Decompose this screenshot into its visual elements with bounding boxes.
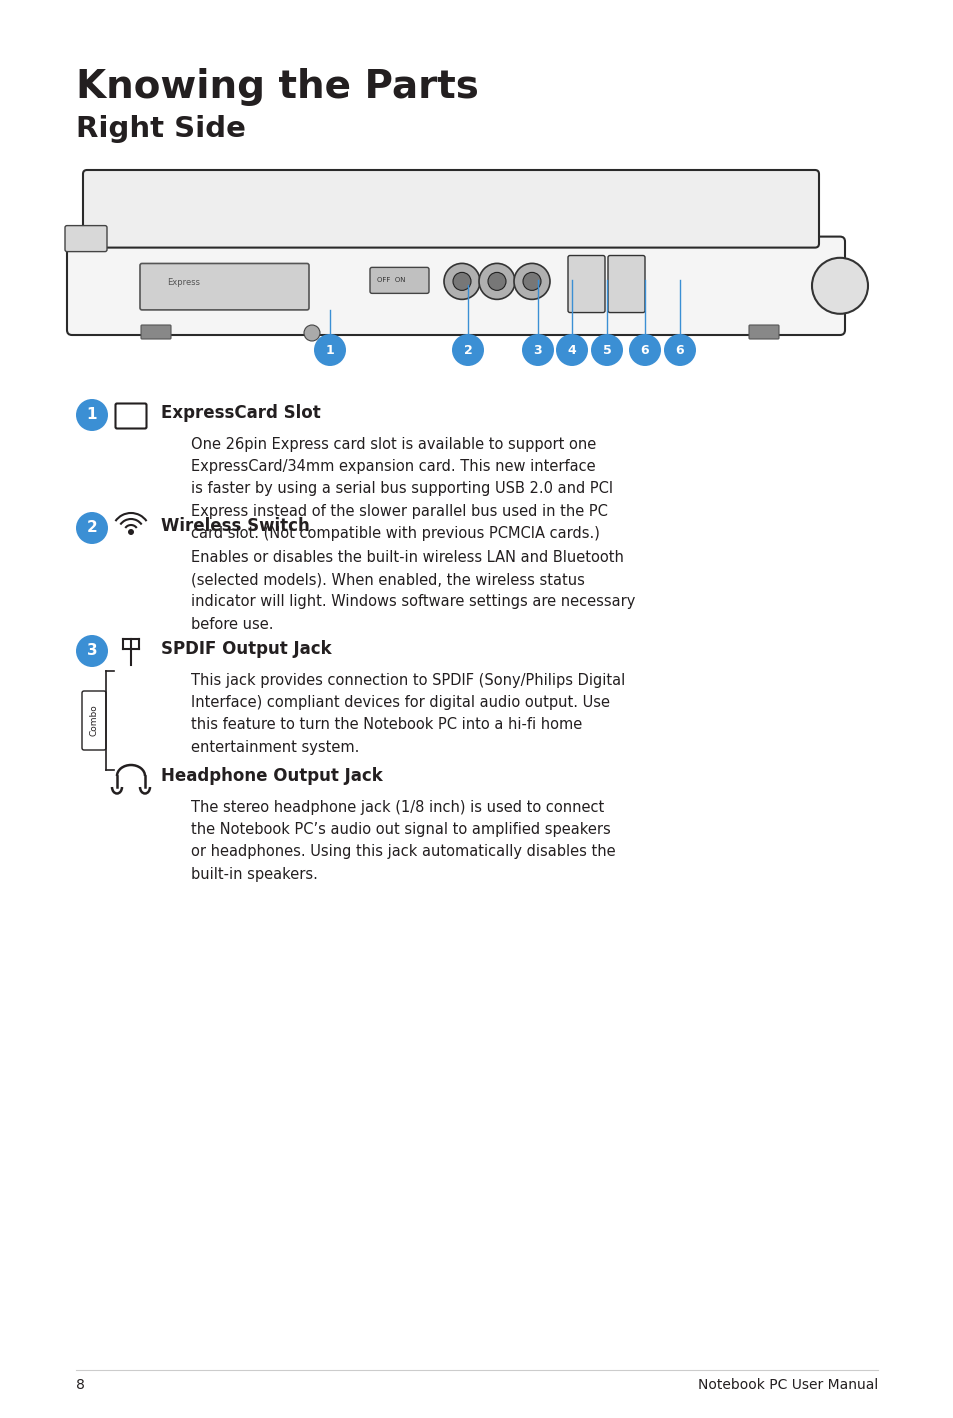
- Text: 3: 3: [533, 343, 541, 356]
- Text: 6: 6: [640, 343, 649, 356]
- Circle shape: [488, 272, 505, 291]
- Circle shape: [522, 272, 540, 291]
- Text: 2: 2: [87, 520, 97, 536]
- FancyBboxPatch shape: [748, 325, 779, 339]
- Text: Wireless Switch: Wireless Switch: [161, 518, 310, 535]
- Circle shape: [76, 512, 108, 545]
- FancyBboxPatch shape: [140, 264, 309, 311]
- Text: Notebook PC User Manual: Notebook PC User Manual: [697, 1378, 877, 1392]
- Text: The stereo headphone jack (1/8 inch) is used to connect
the Notebook PC’s audio : The stereo headphone jack (1/8 inch) is …: [191, 800, 615, 882]
- Text: OFF  ON: OFF ON: [376, 278, 405, 284]
- Text: 6: 6: [675, 343, 683, 356]
- Text: One 26pin Express card slot is available to support one
ExpressCard/34mm expansi: One 26pin Express card slot is available…: [191, 437, 613, 540]
- FancyBboxPatch shape: [370, 268, 429, 294]
- Circle shape: [514, 264, 550, 299]
- FancyBboxPatch shape: [141, 325, 171, 339]
- Circle shape: [128, 529, 133, 535]
- Polygon shape: [117, 418, 125, 427]
- FancyBboxPatch shape: [567, 255, 604, 312]
- Text: 2: 2: [463, 343, 472, 356]
- Text: 1: 1: [87, 407, 97, 423]
- Text: SPDIF Output Jack: SPDIF Output Jack: [161, 640, 332, 658]
- FancyBboxPatch shape: [65, 225, 107, 251]
- FancyBboxPatch shape: [83, 170, 818, 248]
- Circle shape: [521, 335, 554, 366]
- Circle shape: [811, 258, 867, 313]
- FancyBboxPatch shape: [607, 255, 644, 312]
- Circle shape: [590, 335, 622, 366]
- FancyBboxPatch shape: [67, 237, 844, 335]
- Text: 5: 5: [602, 343, 611, 356]
- Circle shape: [443, 264, 479, 299]
- Circle shape: [478, 264, 515, 299]
- Text: Headphone Output Jack: Headphone Output Jack: [161, 767, 382, 786]
- Circle shape: [304, 325, 319, 340]
- Text: Right Side: Right Side: [76, 115, 246, 143]
- Text: Express: Express: [167, 278, 200, 288]
- Circle shape: [314, 335, 346, 366]
- Text: 3: 3: [87, 644, 97, 658]
- Circle shape: [556, 335, 587, 366]
- Text: ExpressCard Slot: ExpressCard Slot: [161, 404, 320, 423]
- Circle shape: [76, 635, 108, 666]
- Circle shape: [628, 335, 660, 366]
- Text: 8: 8: [76, 1378, 85, 1392]
- Text: Knowing the Parts: Knowing the Parts: [76, 68, 478, 106]
- FancyBboxPatch shape: [82, 691, 106, 750]
- Text: 4: 4: [567, 343, 576, 356]
- Circle shape: [453, 272, 471, 291]
- Circle shape: [452, 335, 483, 366]
- Text: 1: 1: [325, 343, 334, 356]
- Circle shape: [76, 398, 108, 431]
- Circle shape: [663, 335, 696, 366]
- Text: Enables or disables the built-in wireless LAN and Bluetooth
(selected models). W: Enables or disables the built-in wireles…: [191, 550, 635, 631]
- Text: This jack provides connection to SPDIF (Sony/Philips Digital
Interface) complian: This jack provides connection to SPDIF (…: [191, 674, 624, 754]
- Text: Combo: Combo: [90, 705, 98, 736]
